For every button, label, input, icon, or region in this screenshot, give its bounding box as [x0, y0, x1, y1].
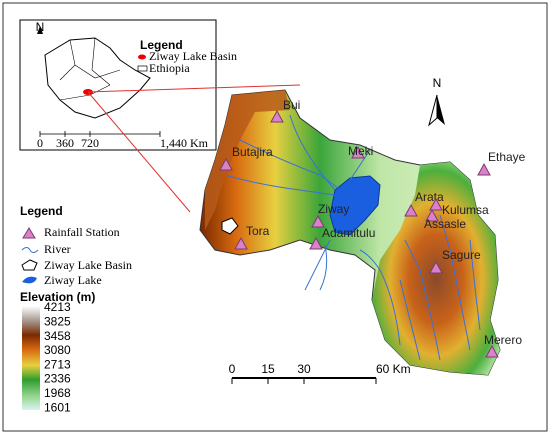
- rainfall-station: [485, 344, 499, 358]
- legend-item: Ziway Lake: [44, 273, 102, 287]
- inset-scale-label: 360: [56, 136, 74, 150]
- inset-north-arrow: [37, 26, 43, 34]
- inset-legend-title: Legend: [140, 38, 183, 52]
- inset-legend-item: Ethiopia: [149, 61, 190, 75]
- station-label: Ethaye: [488, 150, 526, 164]
- elevation-label: 3458: [44, 329, 71, 343]
- station-label: Adamitulu: [322, 226, 375, 240]
- station-label: Sagure: [442, 248, 481, 262]
- station-label: Meki: [348, 144, 373, 158]
- legend-item: River: [44, 242, 71, 256]
- scale-label: 30: [297, 362, 311, 376]
- station-label: Butajira: [232, 145, 273, 159]
- elevation-label: 2713: [44, 357, 71, 371]
- small-lake: [221, 217, 239, 235]
- inset-ethiopia-key: [137, 65, 148, 72]
- ziway-lake: [329, 175, 381, 236]
- rainfall-station: [270, 109, 284, 123]
- legend-river-symbol: [21, 247, 39, 253]
- elevation-label: 3080: [44, 343, 71, 357]
- connector: [87, 91, 191, 213]
- western-highlands: [205, 90, 290, 230]
- elevation-label: 2336: [44, 372, 71, 386]
- regions: [59, 37, 121, 101]
- elevation-label: 1968: [44, 386, 71, 400]
- scale-label: 15: [261, 362, 275, 376]
- legend-basin-symbol: [21, 259, 38, 271]
- rainfall-station: [351, 145, 365, 159]
- north-arrow: [437, 95, 445, 125]
- scale-label: 60 Km: [376, 362, 411, 376]
- rainfall-station: [429, 197, 443, 211]
- inset-north: N: [36, 20, 45, 34]
- elevation-title: Elevation (m): [20, 290, 95, 304]
- rainfall-station: [477, 162, 491, 176]
- inset-scale-label: 720: [81, 136, 99, 150]
- inset-legend-item: Ziway Lake Basin: [149, 49, 237, 63]
- inset-scale: [39, 131, 161, 137]
- north-arrow: [428, 94, 438, 127]
- rainfall-station: [311, 214, 325, 228]
- connector: [87, 84, 301, 93]
- rainfall-station: [309, 236, 323, 250]
- legend-title: Legend: [20, 204, 63, 218]
- station-label: Kulumsa: [442, 203, 489, 217]
- station-label: Arata: [415, 190, 444, 204]
- rainfall-station: [219, 157, 233, 171]
- rivers: [224, 114, 481, 361]
- elevation-label: 4213: [44, 300, 71, 314]
- rainfall-station: [429, 260, 443, 274]
- legend-item: Ziway Lake Basin: [44, 258, 132, 272]
- elevation-ramp: [22, 306, 40, 410]
- north-label: N: [433, 76, 442, 90]
- elevation-label: 1601: [44, 400, 71, 414]
- rainfall-station: [404, 203, 418, 217]
- station-label: Tora: [246, 224, 270, 238]
- station-label: Ziway: [318, 202, 349, 216]
- station-label: Bui: [283, 98, 300, 112]
- station-label: Merero: [484, 333, 522, 347]
- legend-lake-symbol: [22, 276, 37, 284]
- inset-basin-key: [138, 54, 146, 60]
- rainfall-station: [234, 236, 248, 250]
- station-label: Assasle: [424, 217, 466, 231]
- inset-scale-label: 0: [37, 136, 43, 150]
- legend-item: Rainfall Station: [44, 225, 120, 239]
- inset-scale-label: 1,440 Km: [160, 136, 209, 150]
- scale-label: 0: [229, 362, 236, 376]
- legend-station-symbol: [22, 227, 36, 239]
- rainfall-station: [425, 208, 439, 222]
- elevation-label: 3825: [44, 314, 71, 328]
